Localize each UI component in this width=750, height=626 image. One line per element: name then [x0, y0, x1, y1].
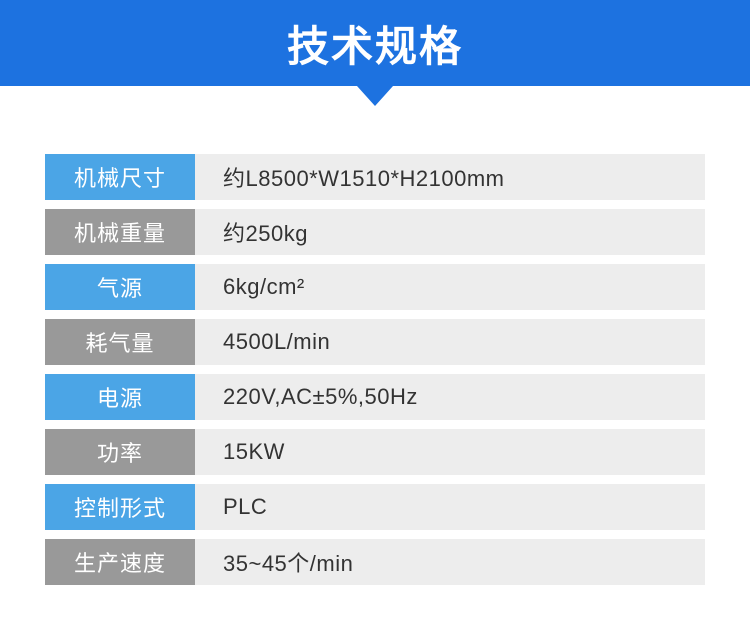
table-row: 机械重量约250kg: [45, 209, 705, 255]
table-row: 耗气量4500L/min: [45, 319, 705, 365]
table-row: 机械尺寸约L8500*W1510*H2100mm: [45, 154, 705, 200]
row-label: 耗气量: [45, 319, 195, 365]
row-label: 生产速度: [45, 539, 195, 585]
row-label: 功率: [45, 429, 195, 475]
row-label: 控制形式: [45, 484, 195, 530]
table-row: 电源220V,AC±5%,50Hz: [45, 374, 705, 420]
row-value: 6kg/cm²: [195, 264, 705, 310]
row-label: 机械重量: [45, 209, 195, 255]
table-row: 气源6kg/cm²: [45, 264, 705, 310]
row-value: PLC: [195, 484, 705, 530]
row-value: 约L8500*W1510*H2100mm: [195, 154, 705, 200]
table-row: 功率15KW: [45, 429, 705, 475]
row-label: 气源: [45, 264, 195, 310]
page-title: 技术规格: [0, 0, 750, 86]
row-value: 4500L/min: [195, 319, 705, 365]
row-label: 机械尺寸: [45, 154, 195, 200]
header: 技术规格: [0, 0, 750, 86]
row-value: 220V,AC±5%,50Hz: [195, 374, 705, 420]
table-row: 生产速度35~45个/min: [45, 539, 705, 585]
triangle-down-icon: [357, 86, 393, 106]
spec-table: 机械尺寸约L8500*W1510*H2100mm机械重量约250kg气源6kg/…: [45, 154, 705, 585]
row-value: 15KW: [195, 429, 705, 475]
row-value: 35~45个/min: [195, 539, 705, 585]
table-row: 控制形式PLC: [45, 484, 705, 530]
row-value: 约250kg: [195, 209, 705, 255]
row-label: 电源: [45, 374, 195, 420]
